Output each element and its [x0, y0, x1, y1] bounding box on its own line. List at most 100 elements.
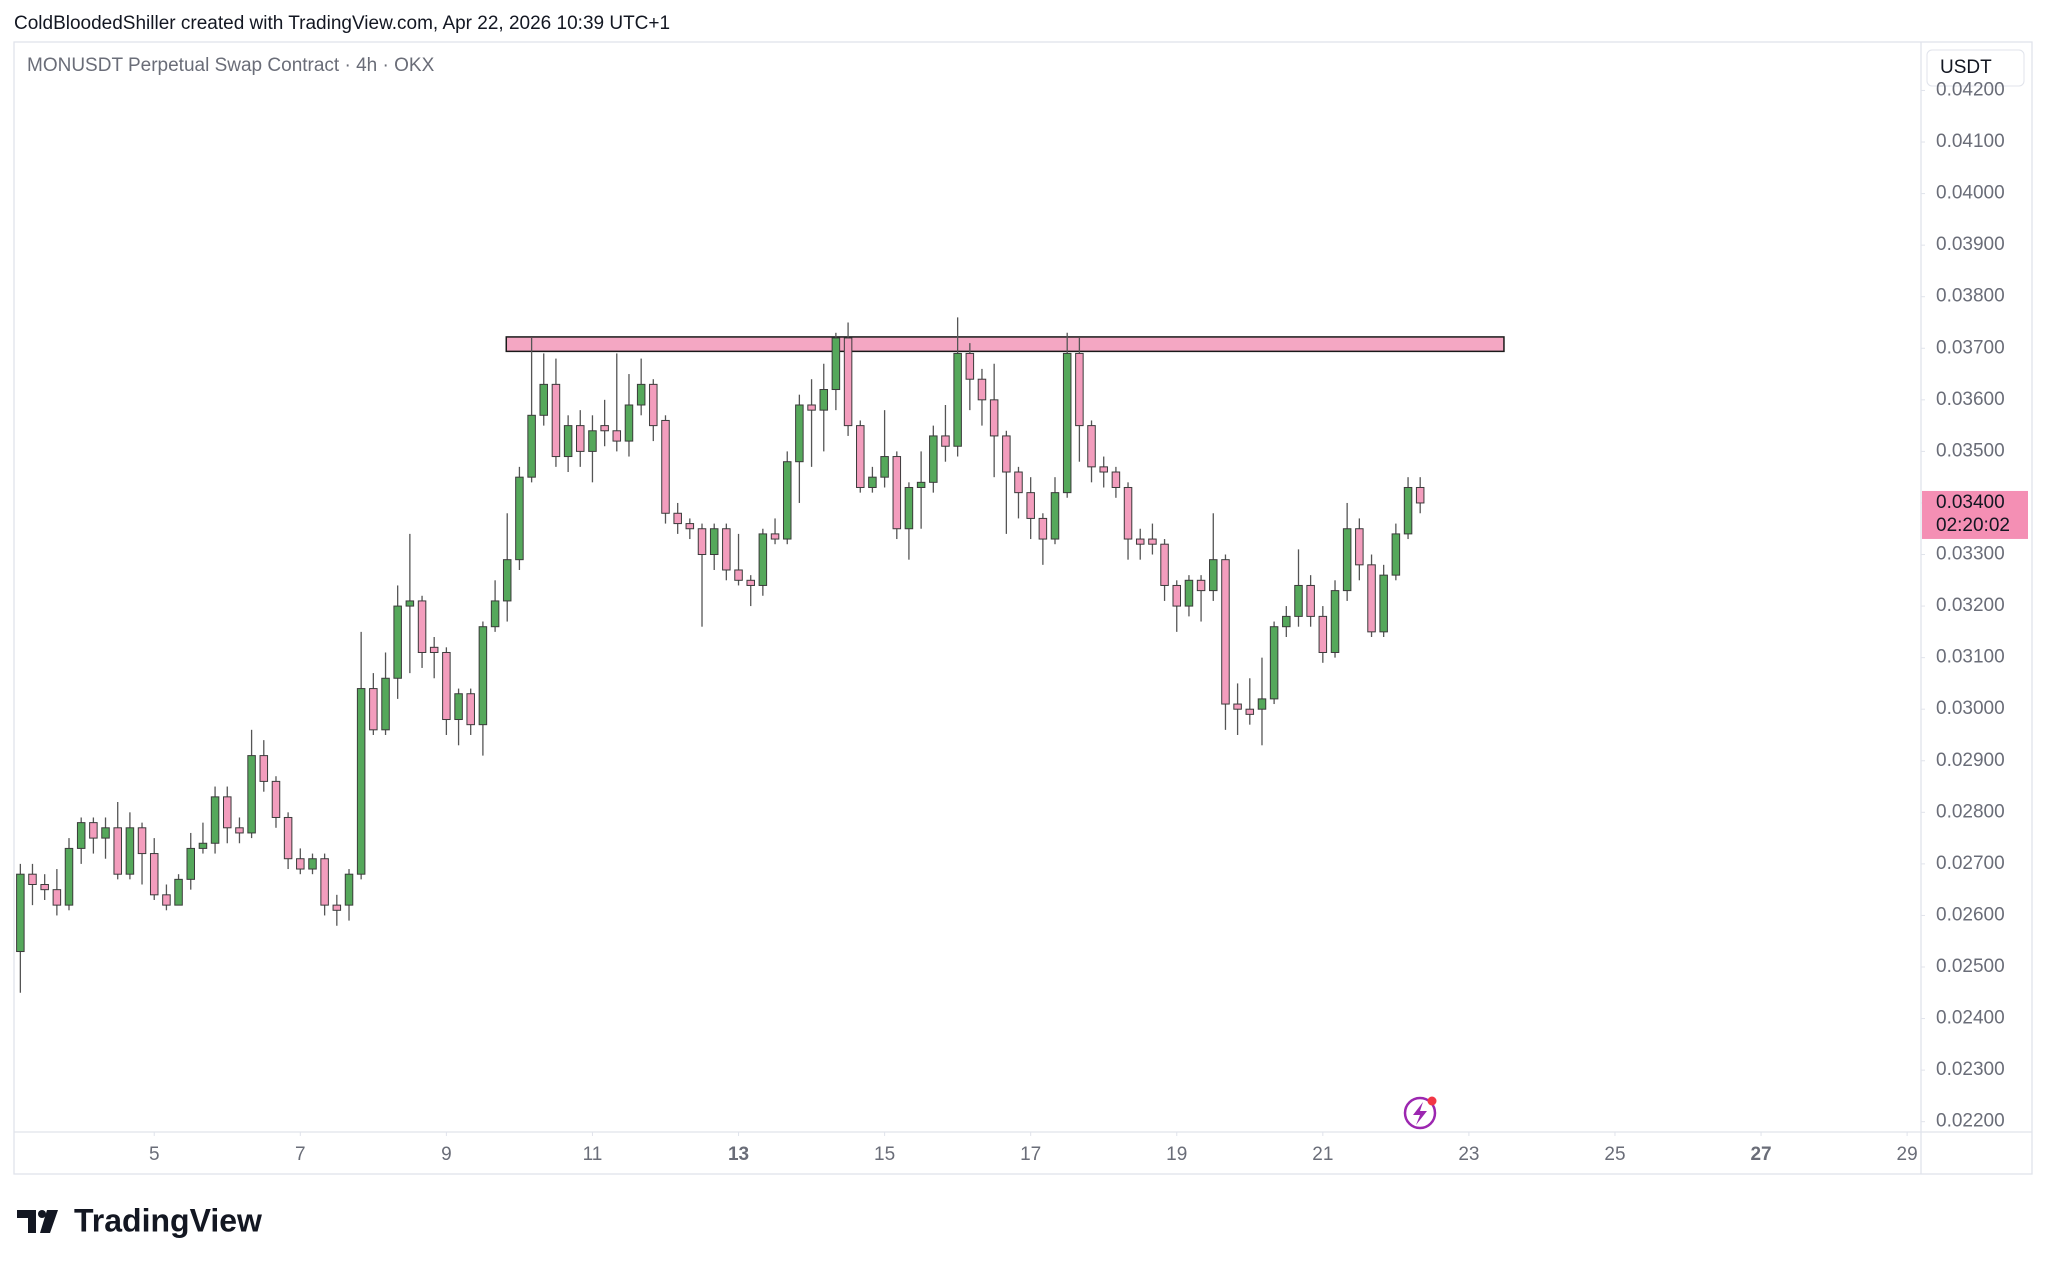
candle-body	[52, 889, 62, 906]
candle-body	[953, 352, 962, 447]
candle-body	[965, 352, 975, 380]
icon-bolt[interactable]	[1413, 1102, 1427, 1125]
logo-text[interactable]: TradingView	[74, 1202, 262, 1238]
y-tick-label: 0.03000	[1936, 698, 2005, 719]
last-price-label-bg	[1922, 490, 2028, 539]
candle-body	[1391, 533, 1401, 576]
candle-body	[296, 858, 305, 870]
candle-body	[575, 425, 585, 452]
candle-body	[868, 476, 877, 488]
candle-body	[466, 693, 475, 726]
countdown-label: 02:20:02	[1936, 515, 2010, 536]
x-tick-label: 25	[1604, 1144, 1625, 1165]
y-tick-label: 0.03500	[1936, 440, 2005, 461]
logo-mark-dot[interactable]	[38, 1210, 46, 1218]
y-tick-label: 0.02500	[1936, 956, 2005, 977]
candle-body	[478, 626, 488, 726]
candle-body	[223, 796, 232, 829]
candle-body	[40, 884, 49, 891]
candle-body	[113, 827, 122, 875]
candle-body	[271, 780, 281, 818]
candle-body	[916, 481, 926, 488]
candle-body	[1367, 564, 1376, 633]
candle-body	[174, 878, 183, 906]
x-tick-label: 15	[874, 1144, 895, 1165]
candle-body	[1014, 471, 1023, 494]
candle-body	[1196, 579, 1206, 592]
plot-area: 0.02200 0.02300 0.02400 0.02500 0.02600 0.027…	[16, 79, 2028, 1165]
candle-body	[1330, 590, 1340, 653]
candle-body	[1172, 584, 1182, 607]
x-tick-label: 29	[1897, 1144, 1918, 1165]
logo-mark[interactable]	[17, 1210, 36, 1233]
candle-body	[1269, 626, 1279, 700]
candle-body	[661, 419, 670, 514]
candle-body	[722, 528, 731, 571]
candle-body	[198, 842, 208, 849]
candle-body	[454, 693, 463, 721]
candle-body	[697, 528, 707, 556]
candle-body	[308, 858, 317, 870]
x-tick-label: 23	[1458, 1144, 1479, 1165]
tradingview-logo[interactable]: TradingView	[17, 1202, 262, 1238]
candle-body	[1318, 615, 1328, 653]
candle-body	[1087, 425, 1096, 468]
x-tick-label: 21	[1312, 1144, 1333, 1165]
candle-body	[539, 383, 548, 416]
candle-body	[1075, 352, 1084, 427]
candle-body	[162, 894, 171, 906]
candle-body	[527, 414, 536, 478]
candle-body	[210, 796, 220, 844]
candle-body	[856, 425, 865, 488]
candle-body	[235, 827, 244, 834]
icon-ring[interactable]	[1403, 1096, 1437, 1130]
candle-body	[1294, 584, 1303, 617]
candle-body	[1062, 352, 1072, 494]
candle-body	[734, 569, 743, 581]
candle-body	[89, 822, 98, 839]
y-tick-label: 0.02400	[1936, 1008, 2005, 1029]
symbol-title: MONUSDT Perpetual Swap Contract · 4h · O…	[27, 55, 435, 76]
candle-body	[685, 523, 695, 530]
candle-body	[1160, 543, 1169, 586]
candle-body	[1257, 698, 1267, 710]
candle-body	[1050, 492, 1060, 540]
candle-body	[1221, 559, 1230, 705]
candle-body	[186, 847, 196, 880]
candle-body	[1135, 538, 1145, 545]
candle-body	[1282, 615, 1291, 628]
logo-mark-slash[interactable]	[40, 1210, 58, 1233]
currency-button[interactable]	[1926, 49, 2025, 87]
candle-body	[636, 383, 646, 406]
candle-body	[1099, 466, 1108, 473]
candle-body	[1245, 708, 1255, 715]
y-tick-label: 0.03600	[1936, 389, 2005, 410]
candle-body	[1123, 486, 1133, 540]
candle-body	[283, 816, 293, 860]
candle-body	[770, 533, 780, 540]
candle-body	[1342, 528, 1352, 592]
candle-body	[1002, 435, 1011, 473]
icon-dot[interactable]	[1427, 1096, 1437, 1106]
candle-body	[1184, 579, 1194, 607]
y-tick-label: 0.04100	[1936, 131, 2005, 152]
lightning-icon[interactable]	[1403, 1096, 1437, 1130]
x-tick-label: 9	[441, 1144, 452, 1165]
y-tick-label: 0.04000	[1936, 183, 2005, 204]
candle-body	[624, 404, 634, 442]
x-tick-label: 7	[295, 1144, 306, 1165]
x-tick-label: 5	[149, 1144, 160, 1165]
candle-body	[1415, 486, 1425, 504]
candle-body	[28, 873, 37, 886]
candle-body	[551, 383, 561, 458]
candle-body	[369, 688, 378, 731]
candle-body	[137, 827, 147, 855]
candle-body	[490, 600, 500, 628]
x-tick-label: 13	[728, 1144, 749, 1165]
candle-body	[831, 337, 841, 391]
candle-body	[1233, 703, 1242, 710]
currency-label[interactable]: USDT	[1940, 57, 1992, 78]
candle-body	[442, 651, 451, 721]
candle-body	[16, 873, 25, 953]
candle-body	[807, 404, 816, 411]
